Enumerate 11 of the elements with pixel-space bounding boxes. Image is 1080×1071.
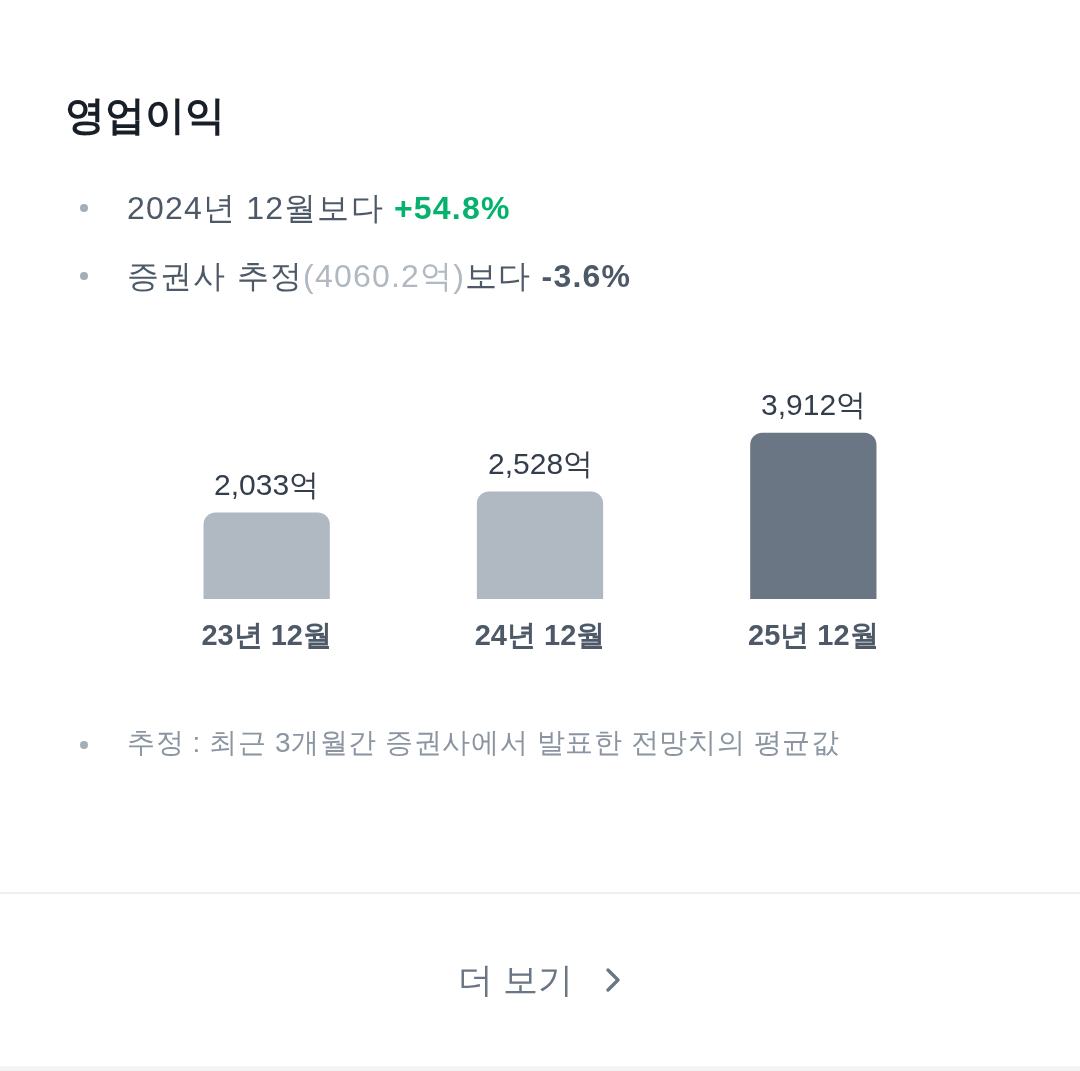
text: 더 보기 — [458, 959, 573, 1001]
data-label: 3,912억 — [761, 388, 867, 421]
x-tick-label: 23년 12월 — [201, 619, 332, 651]
x-tick-label: 24년 12월 — [474, 619, 606, 651]
data-label: 2,033억 — [214, 468, 320, 501]
text: 2024년 12월보다 +54.8% — [127, 189, 511, 228]
data-label: 2,528억 — [488, 447, 594, 480]
x-tick-label: 25년 12월 — [748, 619, 879, 651]
text: 추정 : 최근 3개월간 증권사에서 발표한 전망치의 평균값 — [127, 726, 840, 760]
chart-title: 영업이익 — [65, 92, 225, 139]
text: 증권사 추정(4060.2억)보다 -3.6% — [127, 257, 632, 296]
